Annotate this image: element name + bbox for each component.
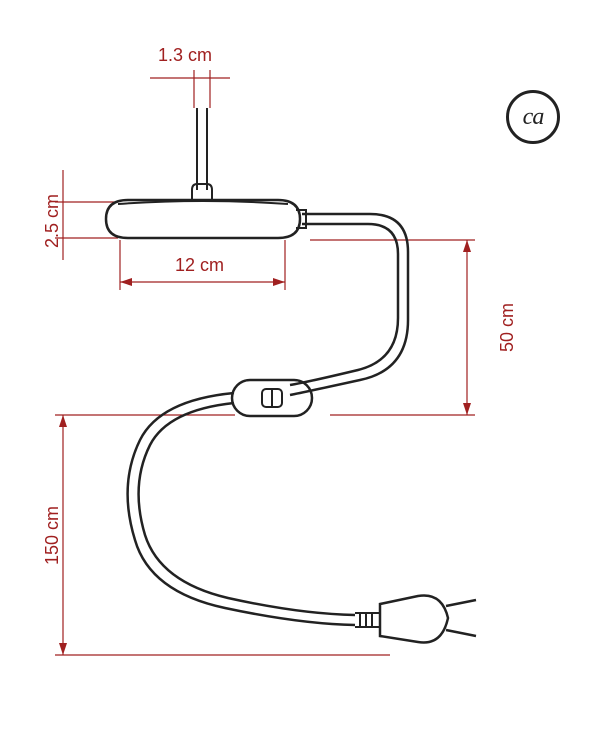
label-top-segment: 50 cm bbox=[497, 303, 518, 352]
dim-top-segment bbox=[310, 240, 475, 415]
cable-bottom bbox=[128, 393, 355, 625]
inline-switch bbox=[232, 380, 312, 416]
technical-diagram: ca bbox=[0, 0, 600, 745]
label-plug-segment: 150 cm bbox=[42, 506, 63, 565]
dim-base-height bbox=[55, 170, 118, 260]
dim-cable-width bbox=[150, 70, 230, 108]
top-cable-stub bbox=[192, 108, 212, 200]
label-base-width: 12 cm bbox=[175, 255, 224, 276]
diagram-svg bbox=[0, 0, 600, 745]
dim-plug-segment bbox=[55, 415, 390, 655]
socket-base bbox=[106, 200, 306, 238]
plug-strain-relief bbox=[355, 613, 380, 627]
cable-top bbox=[290, 214, 408, 395]
plug bbox=[380, 595, 476, 642]
label-base-height: 2.5 cm bbox=[42, 194, 63, 248]
label-cable-width: 1.3 cm bbox=[158, 45, 212, 66]
